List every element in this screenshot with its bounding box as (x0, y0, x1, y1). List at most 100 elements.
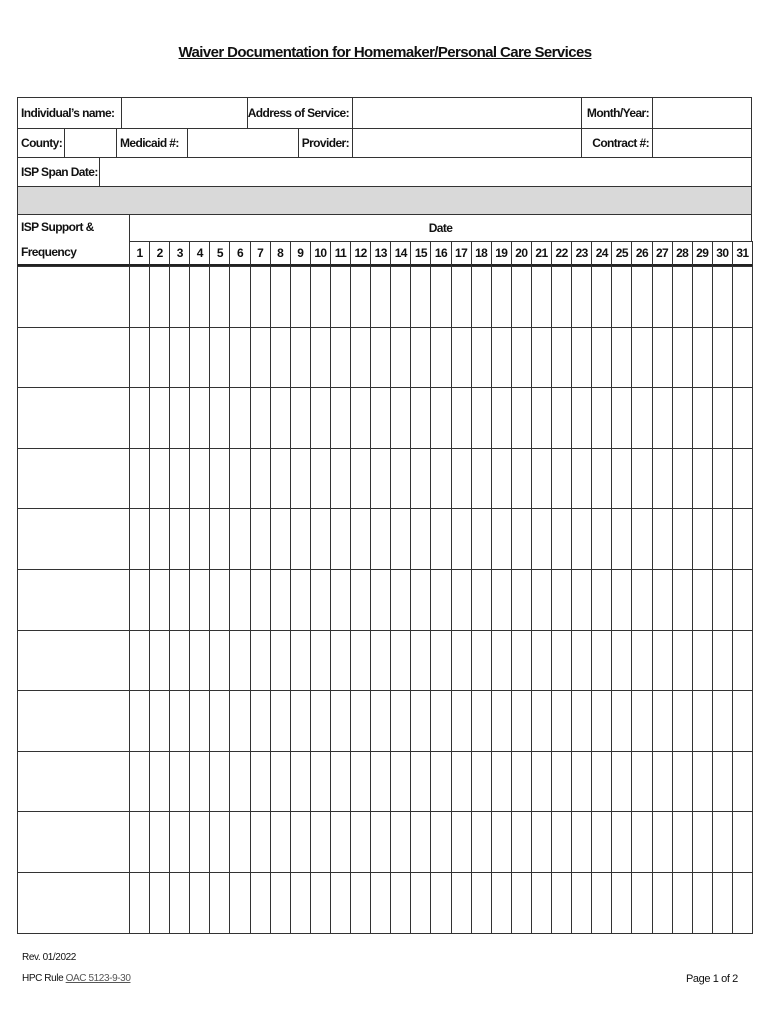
day-cell[interactable] (551, 872, 573, 934)
day-cell[interactable] (530, 508, 553, 570)
day-cell[interactable] (490, 690, 512, 752)
day-cell[interactable] (410, 387, 432, 449)
day-cell[interactable] (129, 872, 151, 934)
day-cell[interactable] (209, 690, 231, 752)
day-cell[interactable] (611, 750, 633, 813)
support-cell[interactable] (17, 266, 130, 328)
day-cell[interactable] (591, 872, 613, 934)
day-cell[interactable] (651, 750, 673, 813)
month-year-field[interactable] (652, 97, 752, 129)
day-cell[interactable] (269, 690, 291, 752)
day-cell[interactable] (711, 326, 733, 389)
day-cell[interactable] (711, 266, 733, 328)
day-cell[interactable] (551, 508, 573, 570)
day-cell[interactable] (591, 387, 613, 449)
day-cell[interactable] (169, 508, 191, 570)
day-cell[interactable] (289, 326, 311, 389)
day-cell[interactable] (149, 750, 171, 813)
day-cell[interactable] (671, 569, 693, 631)
day-cell[interactable] (631, 629, 653, 692)
day-cell[interactable] (671, 872, 693, 934)
day-cell[interactable] (309, 872, 331, 934)
day-cell[interactable] (390, 447, 412, 510)
day-cell[interactable] (611, 508, 633, 570)
day-cell[interactable] (530, 447, 553, 510)
day-cell[interactable] (551, 326, 573, 389)
day-cell[interactable] (731, 387, 753, 449)
day-cell[interactable] (370, 326, 392, 389)
day-cell[interactable] (430, 447, 452, 510)
day-cell[interactable] (430, 872, 452, 934)
day-cell[interactable] (169, 811, 191, 873)
day-cell[interactable] (671, 508, 693, 570)
day-cell[interactable] (611, 326, 633, 389)
day-cell[interactable] (631, 750, 653, 813)
day-cell[interactable] (350, 266, 372, 328)
day-cell[interactable] (430, 266, 452, 328)
day-cell[interactable] (410, 326, 432, 389)
day-cell[interactable] (249, 690, 271, 752)
day-cell[interactable] (229, 266, 251, 328)
medicaid-field[interactable] (187, 128, 299, 158)
day-cell[interactable] (571, 750, 593, 813)
day-cell[interactable] (490, 326, 512, 389)
day-cell[interactable] (530, 569, 553, 631)
day-cell[interactable] (169, 690, 191, 752)
day-cell[interactable] (510, 569, 532, 631)
day-cell[interactable] (329, 811, 352, 873)
day-cell[interactable] (671, 811, 693, 873)
day-cell[interactable] (691, 690, 713, 752)
day-cell[interactable] (731, 447, 753, 510)
day-cell[interactable] (269, 811, 291, 873)
day-cell[interactable] (329, 690, 352, 752)
day-cell[interactable] (571, 811, 593, 873)
day-cell[interactable] (651, 629, 673, 692)
day-cell[interactable] (551, 690, 573, 752)
day-cell[interactable] (370, 569, 392, 631)
day-cell[interactable] (430, 387, 452, 449)
day-cell[interactable] (370, 750, 392, 813)
day-cell[interactable] (269, 387, 291, 449)
individual-name-field[interactable] (121, 97, 248, 129)
day-cell[interactable] (249, 811, 271, 873)
day-cell[interactable] (209, 387, 231, 449)
day-cell[interactable] (189, 811, 211, 873)
day-cell[interactable] (209, 811, 231, 873)
day-cell[interactable] (470, 872, 492, 934)
day-cell[interactable] (189, 508, 211, 570)
day-cell[interactable] (470, 629, 492, 692)
day-cell[interactable] (611, 629, 633, 692)
day-cell[interactable] (209, 508, 231, 570)
day-cell[interactable] (671, 266, 693, 328)
day-cell[interactable] (370, 266, 392, 328)
day-cell[interactable] (510, 387, 532, 449)
day-cell[interactable] (329, 326, 352, 389)
day-cell[interactable] (631, 690, 653, 752)
day-cell[interactable] (631, 266, 653, 328)
day-cell[interactable] (510, 326, 532, 389)
day-cell[interactable] (410, 811, 432, 873)
day-cell[interactable] (691, 326, 713, 389)
day-cell[interactable] (329, 387, 352, 449)
day-cell[interactable] (711, 690, 733, 752)
day-cell[interactable] (229, 690, 251, 752)
support-cell[interactable] (17, 690, 130, 752)
day-cell[interactable] (631, 811, 653, 873)
day-cell[interactable] (731, 629, 753, 692)
day-cell[interactable] (731, 569, 753, 631)
day-cell[interactable] (490, 750, 512, 813)
day-cell[interactable] (691, 266, 713, 328)
day-cell[interactable] (430, 508, 452, 570)
day-cell[interactable] (350, 447, 372, 510)
day-cell[interactable] (249, 447, 271, 510)
day-cell[interactable] (551, 447, 573, 510)
support-cell[interactable] (17, 750, 130, 813)
day-cell[interactable] (571, 447, 593, 510)
day-cell[interactable] (289, 629, 311, 692)
day-cell[interactable] (510, 447, 532, 510)
day-cell[interactable] (450, 266, 472, 328)
day-cell[interactable] (631, 569, 653, 631)
day-cell[interactable] (551, 387, 573, 449)
day-cell[interactable] (370, 690, 392, 752)
day-cell[interactable] (249, 508, 271, 570)
